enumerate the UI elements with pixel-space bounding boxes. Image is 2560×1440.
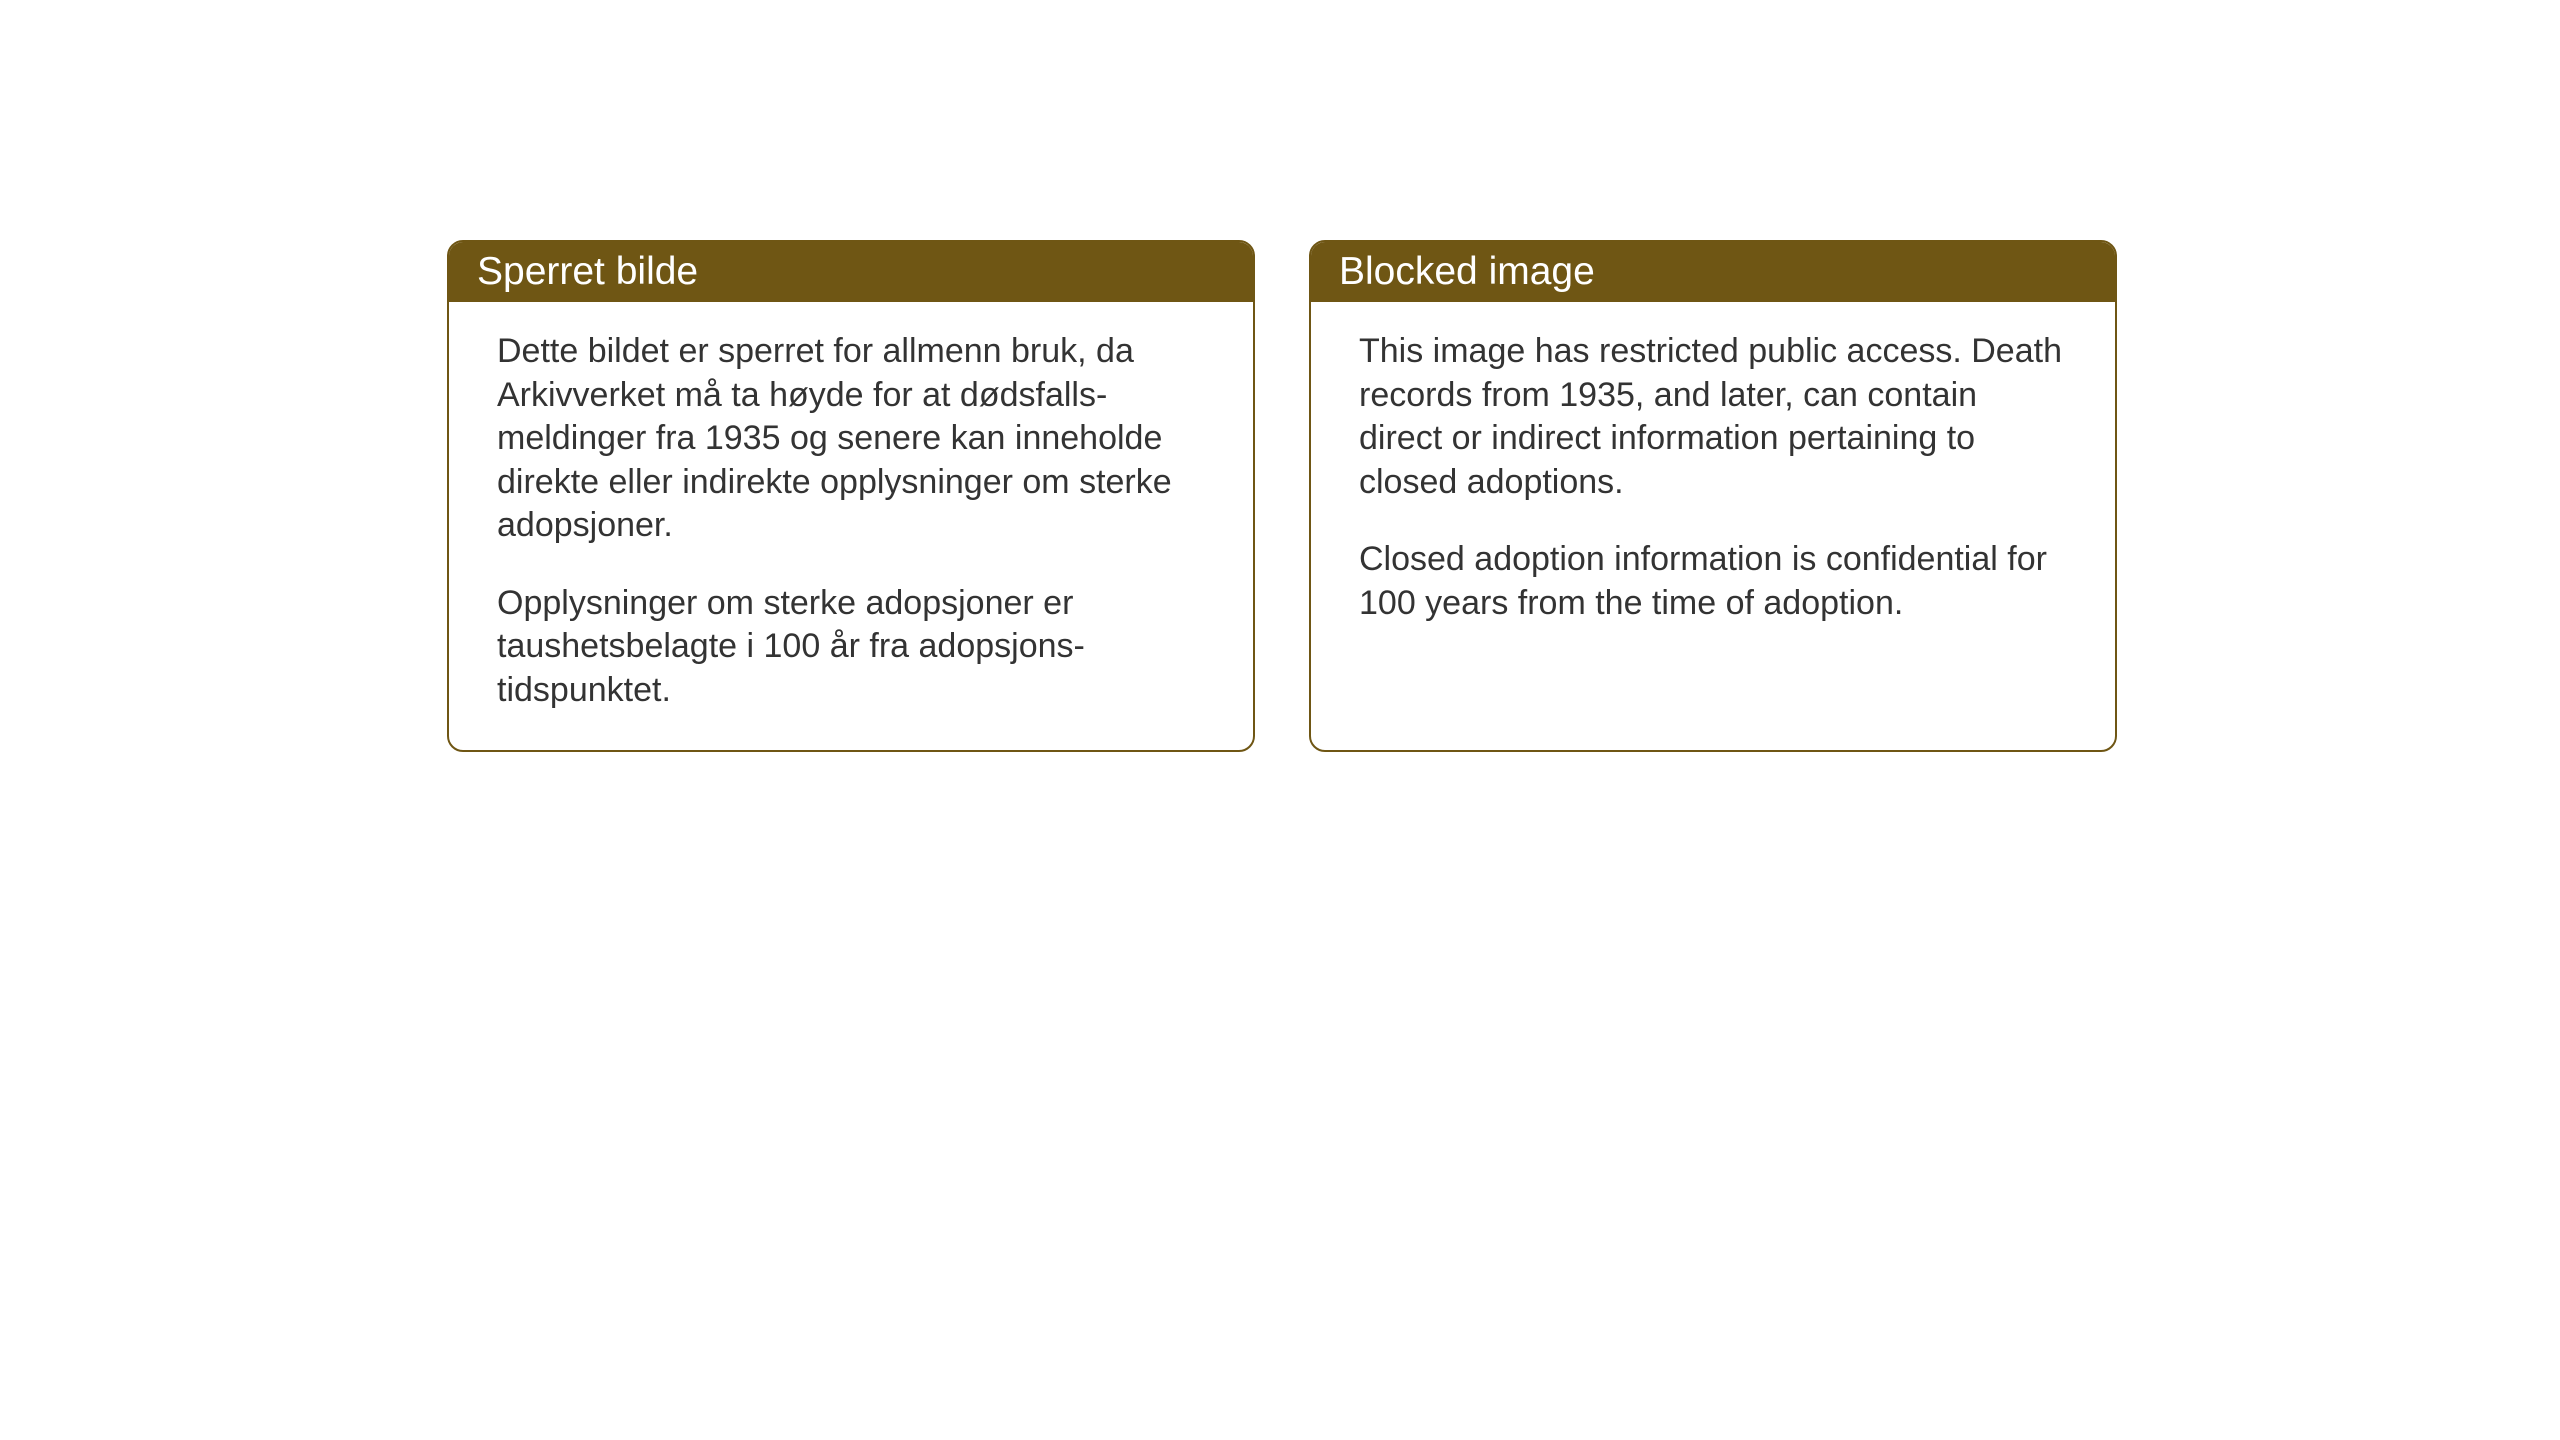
- notice-box-norwegian: Sperret bilde Dette bildet er sperret fo…: [447, 240, 1255, 752]
- notice-header-english: Blocked image: [1311, 242, 2115, 302]
- notice-title: Blocked image: [1339, 250, 1595, 293]
- notice-body-norwegian: Dette bildet er sperret for allmenn bruk…: [449, 302, 1253, 750]
- notice-paragraph: Closed adoption information is confident…: [1359, 538, 2067, 625]
- notice-body-english: This image has restricted public access.…: [1311, 302, 2115, 748]
- notice-header-norwegian: Sperret bilde: [449, 242, 1253, 302]
- notice-paragraph: Dette bildet er sperret for allmenn bruk…: [497, 330, 1205, 548]
- notice-title: Sperret bilde: [477, 250, 698, 293]
- notice-box-english: Blocked image This image has restricted …: [1309, 240, 2117, 752]
- notice-paragraph: This image has restricted public access.…: [1359, 330, 2067, 504]
- notice-container: Sperret bilde Dette bildet er sperret fo…: [447, 240, 2117, 752]
- notice-paragraph: Opplysninger om sterke adopsjoner er tau…: [497, 582, 1205, 713]
